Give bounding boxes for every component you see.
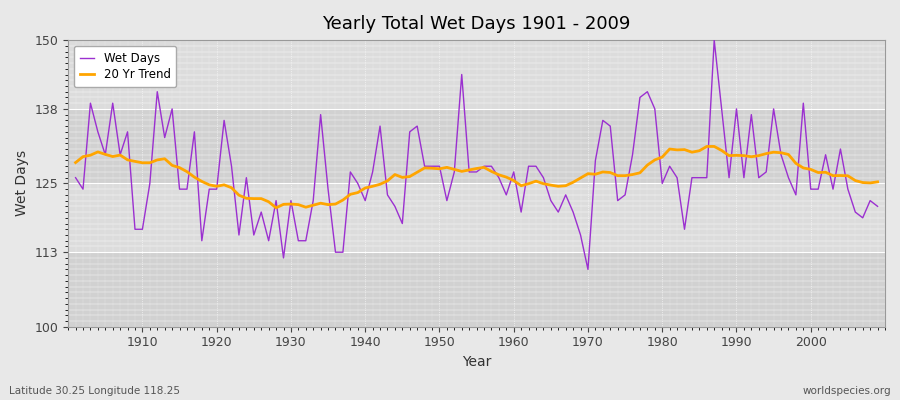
20 Yr Trend bbox=[301, 205, 311, 210]
Bar bbox=[68, 184, 885, 252]
Bar bbox=[68, 252, 885, 327]
Wet Days bbox=[872, 204, 883, 209]
Wet Days bbox=[508, 170, 519, 174]
Y-axis label: Wet Days: Wet Days bbox=[15, 150, 29, 216]
20 Yr Trend bbox=[516, 183, 526, 188]
20 Yr Trend bbox=[130, 159, 140, 164]
Wet Days bbox=[130, 227, 140, 232]
Wet Days bbox=[582, 267, 593, 272]
Text: Latitude 30.25 Longitude 118.25: Latitude 30.25 Longitude 118.25 bbox=[9, 386, 180, 396]
Text: worldspecies.org: worldspecies.org bbox=[803, 386, 891, 396]
Wet Days bbox=[338, 250, 348, 255]
Wet Days bbox=[70, 175, 81, 180]
20 Yr Trend bbox=[271, 205, 282, 210]
Title: Yearly Total Wet Days 1901 - 2009: Yearly Total Wet Days 1901 - 2009 bbox=[322, 15, 631, 33]
Line: Wet Days: Wet Days bbox=[76, 40, 878, 270]
Bar bbox=[68, 40, 885, 109]
Wet Days bbox=[709, 38, 720, 42]
Legend: Wet Days, 20 Yr Trend: Wet Days, 20 Yr Trend bbox=[74, 46, 176, 87]
20 Yr Trend bbox=[345, 192, 356, 197]
Wet Days bbox=[605, 124, 616, 128]
Wet Days bbox=[501, 192, 512, 197]
20 Yr Trend bbox=[872, 180, 883, 184]
20 Yr Trend bbox=[508, 178, 519, 183]
X-axis label: Year: Year bbox=[462, 355, 491, 369]
Line: 20 Yr Trend: 20 Yr Trend bbox=[76, 146, 878, 208]
Bar bbox=[68, 109, 885, 184]
20 Yr Trend bbox=[605, 170, 616, 175]
Wet Days bbox=[293, 238, 304, 243]
20 Yr Trend bbox=[701, 144, 712, 149]
20 Yr Trend bbox=[70, 160, 81, 165]
